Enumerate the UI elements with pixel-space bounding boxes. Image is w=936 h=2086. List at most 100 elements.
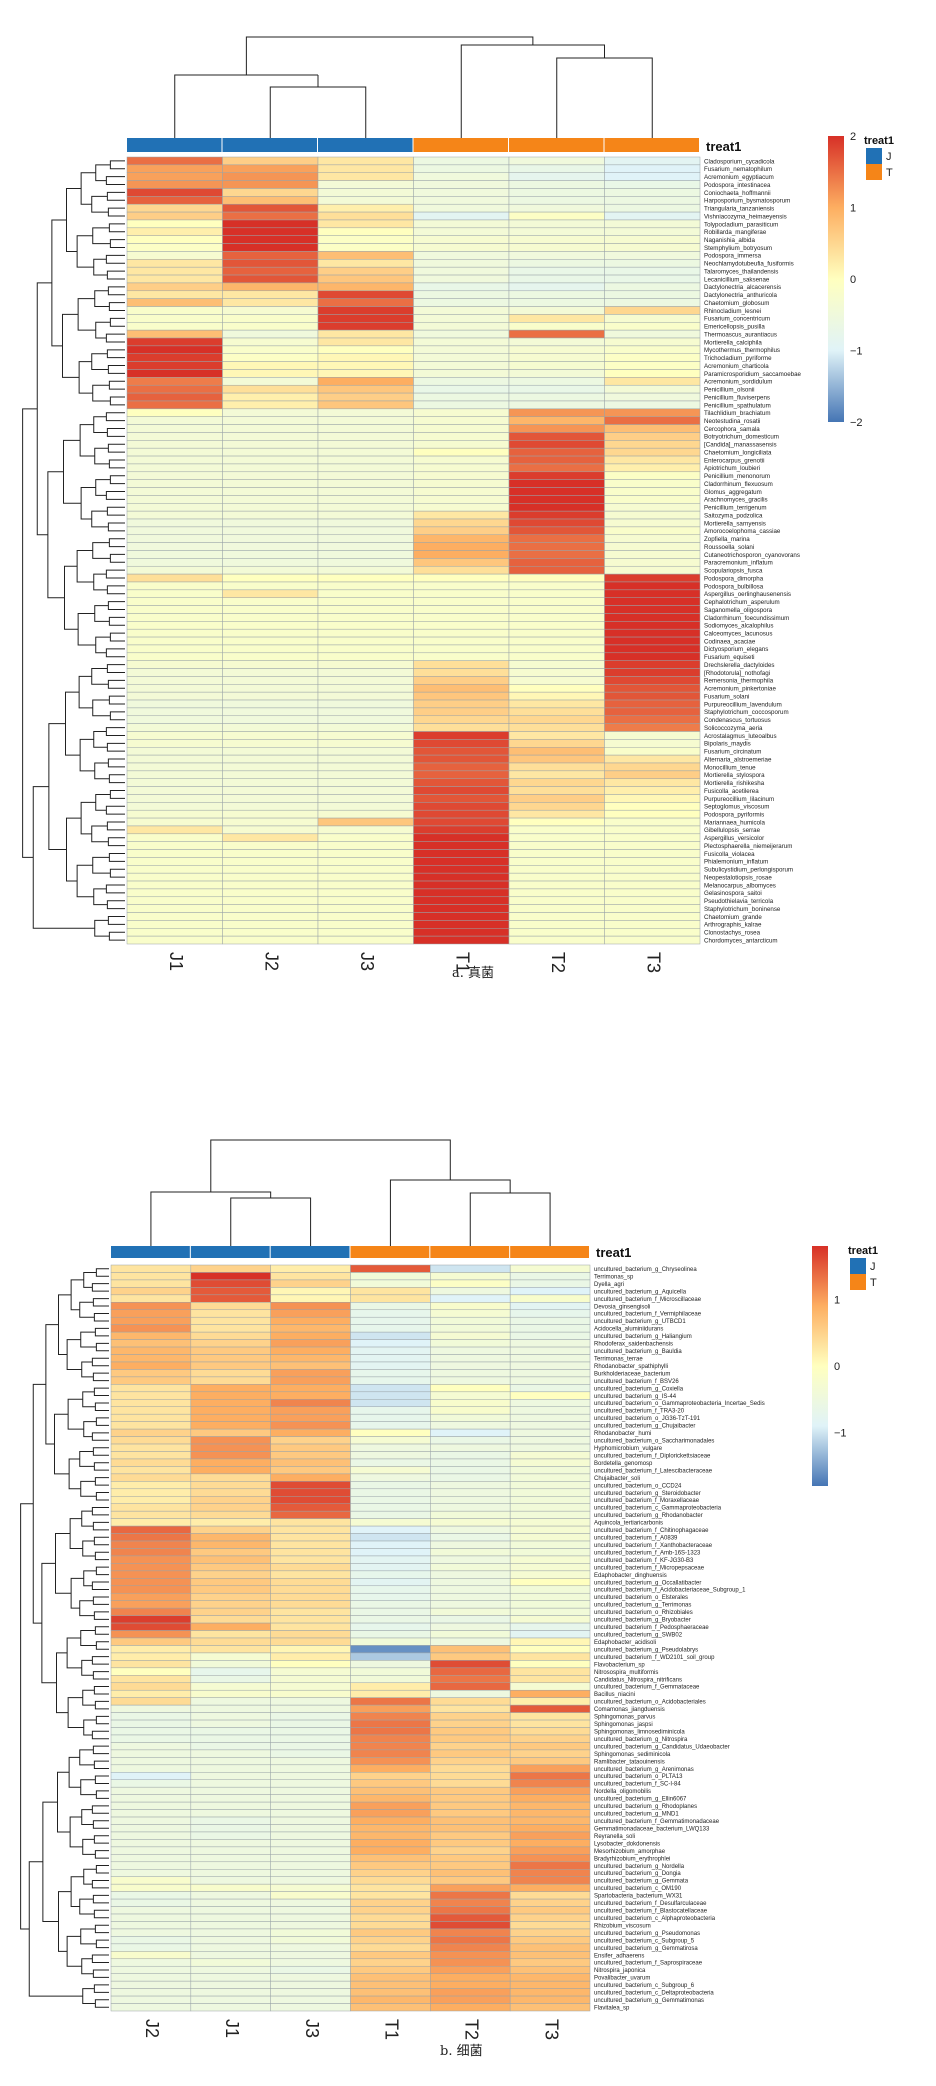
heatmap-cell — [413, 447, 510, 457]
heatmap-cell — [350, 1443, 431, 1452]
row-dendrogram-branch — [109, 475, 125, 485]
row-dendrogram-branch — [93, 731, 108, 748]
heatmap-cell — [350, 1473, 431, 1482]
heatmap-cell — [317, 676, 414, 685]
heatmap-cell — [509, 1660, 591, 1669]
heatmap-cell — [270, 1600, 351, 1609]
heatmap-cell — [509, 1689, 591, 1698]
row-dendrogram-branch — [95, 1790, 109, 1799]
heatmap-cell — [222, 872, 319, 882]
heatmap-cell — [604, 542, 701, 551]
heatmap-cell — [222, 786, 319, 795]
heatmap-cell — [110, 1496, 192, 1504]
heatmap-cell — [430, 1943, 511, 1952]
row-label: uncultured_bacterium_g_UTBCD1 — [594, 1319, 686, 1325]
row-label: uncultured_bacterium_o_Gammaproteobacter… — [594, 1401, 765, 1407]
group-legend-label-J: J — [870, 1261, 876, 1273]
heatmap-cell — [413, 290, 510, 299]
row-dendrogram-branch — [95, 1715, 109, 1725]
row-label: uncultured_bacterium_c_Gammaproteobacter… — [594, 1506, 722, 1512]
row-label: Triangularia_tanzaniensis — [704, 206, 774, 213]
row-label: Fusicolla_acetilerea — [704, 788, 759, 795]
heatmap-cell — [430, 1667, 511, 1676]
heatmap-cell — [270, 1719, 351, 1728]
heatmap-cell — [222, 211, 319, 221]
row-dendrogram-branch — [94, 919, 110, 937]
heatmap-cell — [509, 1801, 591, 1810]
heatmap-cell — [190, 1854, 271, 1863]
color-scale-bar — [812, 1246, 828, 1486]
heatmap-cell — [604, 935, 701, 945]
heatmap-cell — [222, 424, 319, 433]
heatmap-cell — [222, 880, 319, 890]
heatmap-cell — [413, 770, 510, 779]
heatmap-cell — [604, 928, 701, 937]
heatmap-cell — [508, 377, 605, 386]
heatmap-cell — [509, 1607, 591, 1616]
heatmap-cell — [222, 904, 319, 913]
heatmap-cell — [604, 424, 701, 433]
row-dendrogram-branch — [91, 353, 109, 370]
heatmap-cell — [270, 1906, 351, 1915]
heatmap-cell — [190, 1786, 271, 1795]
heatmap-cell — [270, 1451, 351, 1460]
heatmap-cell — [126, 676, 223, 685]
row-label: Povalibacter_uvarum — [594, 1976, 650, 1982]
heatmap-cell — [430, 1570, 511, 1579]
heatmap-cell — [317, 353, 414, 362]
heatmap-cell — [508, 408, 605, 417]
heatmap-cell — [190, 1443, 271, 1452]
heatmap-cell — [430, 1600, 511, 1609]
heatmap-cell — [270, 1839, 351, 1848]
heatmap-cell — [190, 1824, 271, 1833]
heatmap-cell — [222, 849, 319, 858]
row-label: Fusicolla_violacea — [704, 851, 755, 858]
row-label: Podospora_intestinacea — [704, 182, 771, 189]
row-dendrogram-branch — [93, 1685, 109, 1695]
heatmap-cell — [126, 471, 223, 480]
heatmap-cell — [604, 518, 701, 528]
row-dendrogram-branch — [108, 302, 125, 311]
row-dendrogram-branch — [106, 664, 125, 673]
heatmap-cell — [509, 1876, 591, 1885]
row-label: uncultured_bacterium_g_Bryobacter — [594, 1618, 691, 1624]
heatmap-cell — [126, 550, 223, 559]
heatmap-cell — [509, 1906, 591, 1915]
row-label: uncultured_bacterium_f_KF-JG30-B3 — [594, 1558, 694, 1564]
heatmap-cell — [222, 825, 319, 835]
heatmap-cell — [126, 503, 223, 512]
heatmap-cell — [350, 1451, 431, 1460]
heatmap-cell — [430, 1279, 511, 1288]
heatmap-cell — [508, 573, 605, 583]
heatmap-cell — [413, 605, 510, 614]
heatmap-cell — [413, 180, 510, 189]
heatmap-cell — [413, 825, 510, 835]
row-label: Lysobacter_dokdonensis — [594, 1841, 660, 1847]
heatmap-cell — [110, 1913, 192, 1922]
heatmap-cell — [604, 172, 701, 181]
row-label: uncultured_bacterium_o_Elsterales — [594, 1595, 688, 1601]
row-dendrogram-branch — [106, 428, 125, 437]
column-label-J2: J2 — [142, 2019, 162, 2038]
heatmap-cell — [604, 416, 701, 425]
heatmap-cell — [604, 849, 701, 858]
row-label: Paracremonium_inflatum — [704, 560, 773, 567]
heatmap-cell — [413, 723, 510, 732]
heatmap-cell — [508, 778, 605, 787]
heatmap-cell — [317, 455, 414, 465]
heatmap-cell — [413, 558, 510, 567]
heatmap-cell — [110, 1331, 192, 1340]
row-dendrogram-branch — [81, 1510, 94, 1527]
heatmap-cell — [126, 739, 223, 748]
row-dendrogram-branch — [94, 1477, 109, 1486]
row-dendrogram-branch — [92, 1671, 109, 1680]
heatmap-cell — [430, 1622, 511, 1631]
heatmap-cell — [604, 203, 701, 213]
heatmap-cell — [509, 1824, 591, 1833]
heatmap-cell — [317, 723, 414, 732]
heatmap-cell — [190, 1630, 271, 1639]
heatmap-cell — [509, 1287, 591, 1296]
row-label: uncultured_bacterium_g_Bauldia — [594, 1349, 682, 1355]
heatmap-cell — [430, 1973, 511, 1982]
heatmap-cell — [222, 400, 319, 410]
